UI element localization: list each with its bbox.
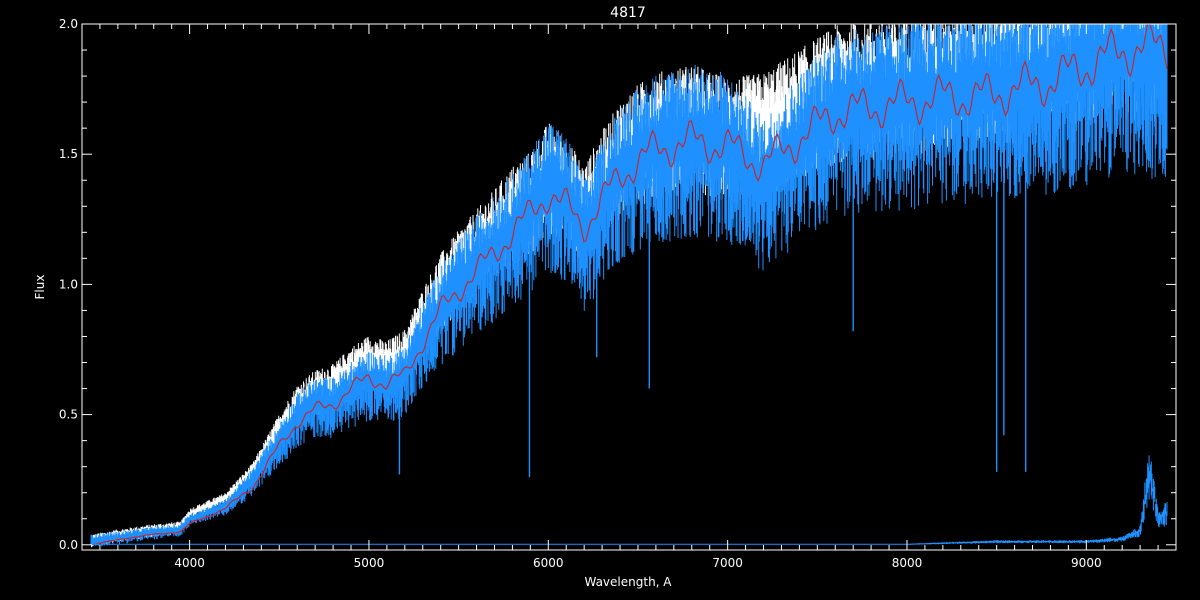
y-tick-label: 0.0	[59, 538, 78, 552]
x-tick-label: 6000	[533, 556, 564, 570]
plot-frame	[81, 23, 1177, 551]
axes-layer: 4000 5000 6000 7000 8000 9000 0.0 0.5 1.0 1.5 2.0	[59, 17, 1177, 570]
series-layer	[90, 23, 1168, 548]
y-tick-label: 1.0	[59, 277, 78, 291]
series-observed-spectrum	[90, 24, 1168, 547]
series-model-fit	[90, 23, 1168, 546]
x-tick-label: 9000	[1071, 556, 1102, 570]
y-tick-label: 0.5	[59, 408, 78, 422]
y-axis-label: Flux	[33, 275, 47, 300]
y-tick-label: 1.5	[59, 147, 78, 161]
series-model-fit-line	[90, 23, 1168, 546]
y-tick-label: 2.0	[59, 17, 78, 31]
x-tick-label: 7000	[712, 556, 743, 570]
x-tick-label: 4000	[174, 556, 205, 570]
series-observed-spectrum-line	[90, 24, 1168, 547]
x-tick-label: 8000	[892, 556, 923, 570]
x-tick-label: 5000	[354, 556, 385, 570]
x-axis-label: Wavelength, A	[584, 575, 672, 589]
chart-title: 4817	[610, 5, 646, 21]
